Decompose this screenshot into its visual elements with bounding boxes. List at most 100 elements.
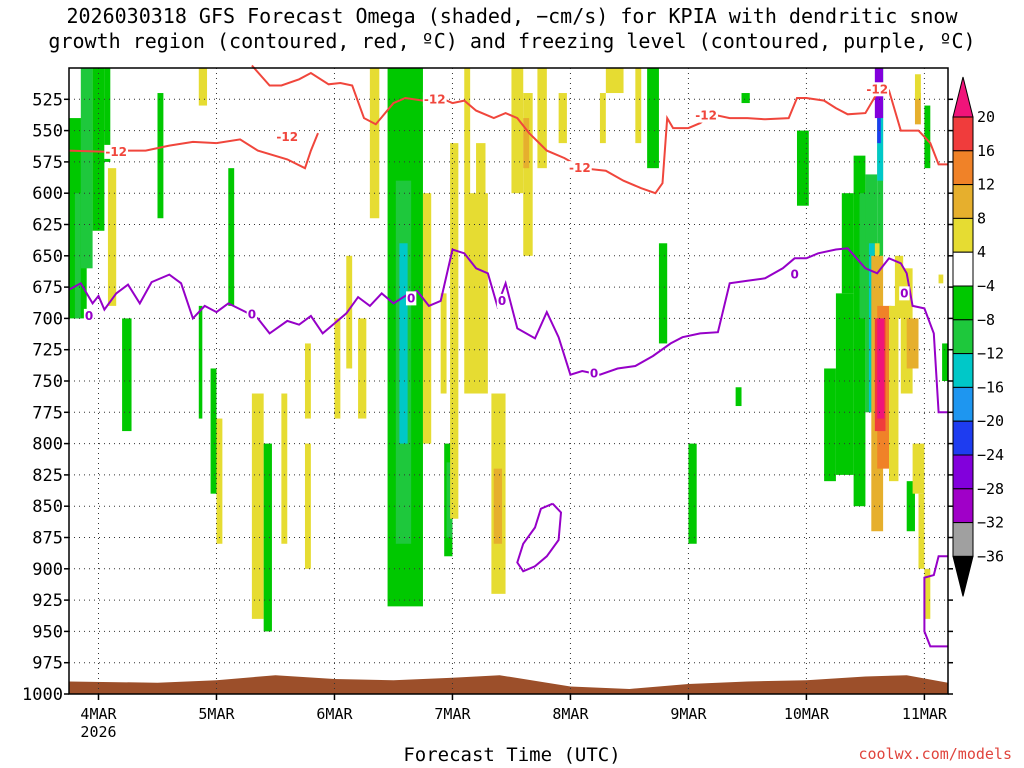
- contour-label-bg: [899, 286, 910, 301]
- y-tick-label: 725: [32, 341, 63, 361]
- x-tick-sublabel: 2026: [80, 723, 116, 741]
- omega-cell: [104, 68, 111, 162]
- colorbar-swatch: [952, 522, 974, 557]
- omega-cell: [918, 493, 925, 569]
- ground-area: [69, 675, 948, 694]
- colorbar: 20 16 12 8 4 −4 −8 −12 −16 −20 −24 −28 −32 −36: [952, 76, 1004, 597]
- contour-label-bg: [275, 129, 300, 144]
- omega-cell: [942, 343, 948, 381]
- x-axis-label: Forecast Time (UTC): [403, 744, 621, 766]
- dgz-label: -12: [569, 161, 591, 175]
- omega-shading: [69, 68, 948, 632]
- omega-cell: [440, 293, 447, 394]
- omega-cell: [493, 468, 503, 544]
- omega-cell: [281, 393, 288, 544]
- omega-cell: [841, 193, 854, 294]
- colorbar-label: 12: [977, 176, 995, 194]
- omega-cell: [198, 305, 203, 419]
- y-tick-label: 625: [32, 216, 63, 236]
- y-tick-label: 975: [32, 654, 63, 674]
- y-tick-label: 700: [32, 309, 63, 329]
- x-tick-label: 4MAR: [80, 705, 117, 723]
- omega-cell: [346, 255, 353, 369]
- omega-cell: [523, 118, 530, 169]
- omega-cell: [358, 318, 367, 419]
- omega-cell: [74, 193, 81, 319]
- y-tick-label: 575: [32, 153, 63, 173]
- credit-text: coolwx.com/models: [858, 745, 1012, 763]
- omega-cell: [210, 368, 217, 494]
- contour-label-bg: [865, 82, 890, 97]
- dgz-label: -12: [695, 109, 717, 123]
- omega-cell: [446, 462, 453, 538]
- omega-cell: [476, 143, 486, 269]
- colorbar-label: −12: [977, 345, 1004, 363]
- y-tick-label: 525: [32, 90, 63, 110]
- omega-cell: [914, 93, 921, 125]
- axes: 525 550 575 600 625 650 675 700 725 750 775 800 825 8…: [22, 67, 953, 741]
- omega-cell: [605, 68, 624, 94]
- contour-lines: -12 -12 -12 -12 -12 -12 0 0 0 0 0 0 0: [68, 64, 948, 648]
- y-tick-label: 750: [32, 372, 63, 392]
- dgz-label: -12: [105, 145, 127, 159]
- colorbar-swatch: [952, 488, 974, 524]
- x-tick-label: 8MAR: [552, 705, 589, 723]
- dgz-label: -12: [424, 92, 446, 106]
- colorbar-label: −4: [977, 277, 995, 295]
- y-tick-label: 800: [32, 435, 63, 455]
- omega-cell: [558, 93, 567, 144]
- omega-cell: [251, 393, 264, 619]
- freezing-label: 0: [407, 291, 415, 305]
- contour-label-bg: [789, 267, 800, 282]
- colorbar-swatch: [952, 285, 974, 321]
- contour-label-bg: [405, 291, 417, 306]
- freezing-label: 0: [900, 286, 908, 300]
- x-tick-label: 11MAR: [902, 705, 948, 723]
- freezing-contour-lower: [923, 555, 948, 648]
- colorbar-label: 16: [977, 142, 995, 160]
- omega-cell: [912, 443, 925, 494]
- chart-title: 2026030318 GFS Forecast Omega (shaded, −…: [0, 4, 1024, 54]
- colorbar-label: −24: [977, 446, 1004, 464]
- colorbar-swatch: [952, 251, 974, 287]
- ground-terrain: [69, 675, 948, 694]
- colorbar-label: −36: [977, 547, 1004, 565]
- omega-cell: [537, 68, 547, 169]
- dgz-label: -12: [866, 82, 888, 96]
- x-tick-label: 5MAR: [198, 705, 235, 723]
- colorbar-top-arrow: [952, 76, 974, 118]
- omega-cell: [216, 418, 223, 544]
- colorbar-swatch: [952, 420, 974, 456]
- contour-label-bg: [246, 307, 258, 322]
- contour-label-bg: [422, 92, 447, 107]
- x-tick-label: 10MAR: [784, 705, 830, 723]
- omega-cell: [835, 293, 854, 475]
- omega-cell: [157, 93, 164, 219]
- colorbar-swatch: [952, 454, 974, 490]
- colorbar-label: −16: [977, 378, 1004, 396]
- omega-cell: [859, 193, 866, 319]
- y-tick-label: 675: [32, 278, 63, 298]
- y-tick-label: 600: [32, 184, 63, 204]
- freezing-contour: [68, 247, 948, 414]
- freezing-label: 0: [790, 268, 798, 282]
- omega-cell: [647, 68, 659, 169]
- colorbar-swatch: [952, 184, 974, 219]
- colorbar-label: 4: [977, 243, 986, 261]
- x-tick-label: 6MAR: [316, 705, 353, 723]
- contour-label-bg: [104, 144, 129, 159]
- freezing-label: 0: [248, 308, 256, 322]
- omega-cell: [906, 318, 919, 369]
- omega-cell: [688, 443, 697, 544]
- colorbar-label: −8: [977, 311, 995, 329]
- x-tick-label: 9MAR: [670, 705, 707, 723]
- contour-label-bg: [588, 366, 600, 381]
- colorbar-swatch: [952, 217, 974, 253]
- omega-cell: [334, 318, 341, 419]
- y-tick-label: 825: [32, 466, 63, 486]
- omega-cell: [889, 305, 899, 482]
- omega-cell: [304, 443, 311, 569]
- omega-cell: [422, 193, 432, 444]
- omega-cell: [853, 155, 866, 507]
